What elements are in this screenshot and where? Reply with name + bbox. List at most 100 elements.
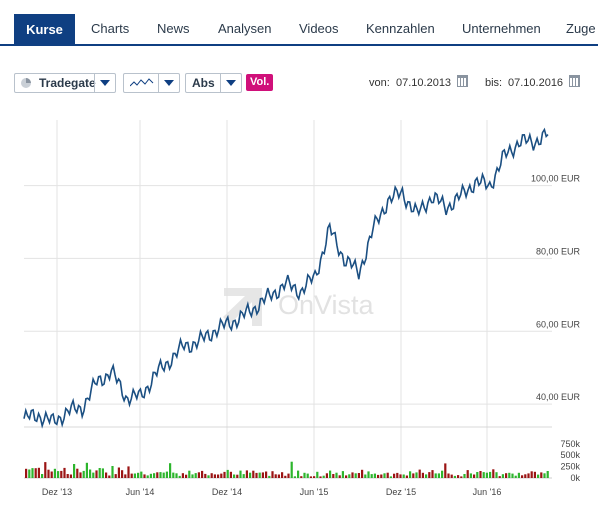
to-label: bis: xyxy=(485,77,503,89)
volume-bar xyxy=(57,471,60,478)
x-tick-label: Jun '14 xyxy=(126,487,155,497)
chart-type-dropdown[interactable] xyxy=(123,73,180,93)
volume-bar xyxy=(441,470,444,478)
volume-bar xyxy=(377,474,380,478)
volume-bar xyxy=(268,475,271,478)
volume-bar xyxy=(425,474,428,478)
calendar-icon[interactable] xyxy=(569,75,580,87)
volume-bar xyxy=(489,471,492,478)
volume-bar xyxy=(165,471,168,478)
volume-bar xyxy=(373,473,376,478)
volume-bar xyxy=(316,471,319,478)
volume-bar xyxy=(175,473,178,478)
volume-bar xyxy=(351,472,354,478)
volume-bar xyxy=(341,471,344,478)
volume-bar xyxy=(249,472,252,478)
tab-videos[interactable]: Videos xyxy=(299,21,339,36)
volume-bar xyxy=(121,470,124,478)
volume-toggle-button[interactable]: Vol. xyxy=(246,74,274,91)
volume-tick-label: 500k xyxy=(560,450,580,460)
volume-bar xyxy=(505,473,508,478)
volume-bar xyxy=(463,474,466,478)
x-tick-label: Jun '16 xyxy=(473,487,502,497)
volume-bar xyxy=(178,475,181,478)
volume-bar xyxy=(540,472,543,478)
volume-bar xyxy=(361,469,364,478)
volume-bar xyxy=(28,469,31,478)
volume-bar xyxy=(389,476,392,478)
from-label: von: xyxy=(369,77,390,89)
tab-analysen[interactable]: Analysen xyxy=(218,21,272,36)
volume-bar xyxy=(101,468,104,478)
x-tick-label: Dez '13 xyxy=(42,487,72,497)
tab-charts[interactable]: Charts xyxy=(91,21,130,36)
onvista-watermark: OnVista xyxy=(222,284,382,330)
tab-zugehoerige[interactable]: Zuge xyxy=(566,21,596,36)
volume-bar xyxy=(460,476,463,478)
from-date[interactable]: 07.10.2013 xyxy=(396,77,452,89)
y-tick-label: 40,00 EUR xyxy=(536,392,581,402)
volume-bar xyxy=(162,472,165,478)
volume-bar xyxy=(418,469,421,478)
volume-bar xyxy=(274,474,277,478)
volume-bar xyxy=(37,467,40,478)
volume-bar xyxy=(469,473,472,478)
volume-bar xyxy=(44,462,47,478)
volume-bar xyxy=(73,464,76,478)
x-tick-label: Jun '15 xyxy=(300,487,329,497)
volume-bar xyxy=(41,474,44,478)
volume-bar xyxy=(213,474,216,478)
volume-bar xyxy=(105,472,108,478)
scale-dropdown[interactable]: Abs xyxy=(185,73,242,93)
volume-tick-label: 750k xyxy=(560,439,580,449)
volume-bar xyxy=(220,473,223,478)
volume-bar xyxy=(133,473,136,478)
volume-bar xyxy=(380,474,383,478)
volume-bar xyxy=(197,472,200,478)
volume-bar xyxy=(117,467,120,478)
volume-bar xyxy=(508,472,511,478)
volume-bar xyxy=(511,473,514,478)
chevron-down-icon[interactable] xyxy=(158,74,179,92)
volume-bar xyxy=(210,473,213,478)
tab-news[interactable]: News xyxy=(157,21,190,36)
exchange-dropdown[interactable]: Tradegate xyxy=(14,73,116,93)
volume-bar xyxy=(233,474,236,478)
volume-bar xyxy=(546,471,549,478)
volume-bar xyxy=(290,461,293,478)
tab-kennzahlen[interactable]: Kennzahlen xyxy=(366,21,435,36)
volume-bar xyxy=(140,471,143,478)
chevron-down-icon[interactable] xyxy=(220,74,241,92)
volume-bar xyxy=(50,471,53,478)
volume-bar xyxy=(492,469,495,478)
volume-bar xyxy=(265,471,268,478)
calendar-icon[interactable] xyxy=(457,75,468,87)
volume-bar xyxy=(303,472,306,478)
volume-bar xyxy=(127,466,130,478)
volume-bar xyxy=(124,474,127,478)
volume-bar xyxy=(159,472,162,478)
to-date[interactable]: 07.10.2016 xyxy=(508,77,564,89)
chevron-down-icon[interactable] xyxy=(94,74,115,92)
volume-bar xyxy=(185,474,188,478)
volume-bar xyxy=(156,472,159,478)
volume-bar xyxy=(47,469,50,478)
volume-bar xyxy=(354,473,357,478)
volume-bar xyxy=(201,470,204,478)
y-tick-label: 80,00 EUR xyxy=(536,246,581,256)
volume-bar xyxy=(415,472,418,478)
tab-unternehmen[interactable]: Unternehmen xyxy=(462,21,541,36)
volume-bar xyxy=(527,473,530,478)
volume-bar xyxy=(300,476,303,478)
volume-bar xyxy=(281,472,284,478)
volume-bar xyxy=(252,470,255,478)
exchange-label: Tradegate xyxy=(39,76,96,90)
x-tick-label: Dez '15 xyxy=(386,487,416,497)
volume-bar xyxy=(89,469,92,478)
volume-bar xyxy=(421,472,424,478)
volume-bar xyxy=(53,468,56,478)
tab-kurse[interactable]: Kurse xyxy=(14,14,75,46)
volume-bar xyxy=(66,474,69,478)
volume-bar xyxy=(207,475,210,478)
